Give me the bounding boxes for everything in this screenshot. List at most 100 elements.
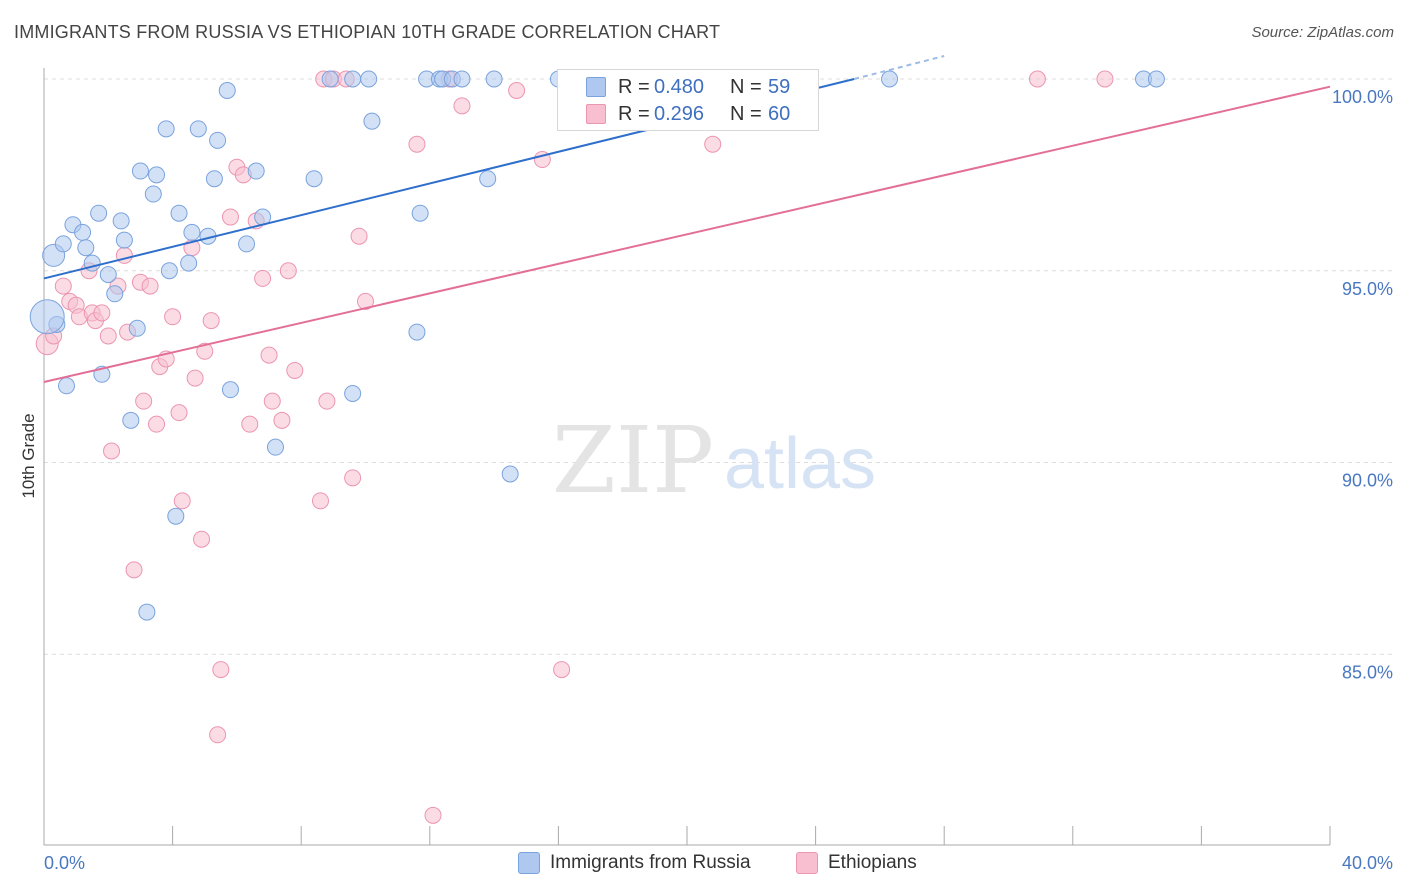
ethiopians-point [424,806,442,824]
russia-point [453,70,471,88]
ethiopians-point [241,415,259,433]
russia-point [148,166,166,184]
russia-point [54,235,72,253]
ethiopians-point [260,346,278,364]
russia-point [411,204,429,222]
russia-point [321,70,339,88]
russia-point [189,120,207,138]
russia-point [58,377,76,395]
y-axis-label: 10th Grade [19,413,38,498]
y-tick-label: 90.0% [1342,471,1393,491]
russia-point [131,162,149,180]
legend-r-label: R = [618,102,650,125]
ethiopians-point [1096,70,1114,88]
russia-point [144,185,162,203]
legend-item-ethiopians[interactable]: Ethiopians [796,852,917,874]
axes [43,68,1331,846]
russia-point [160,262,178,280]
series-legend: Immigrants from Russia Ethiopians [0,852,1406,878]
russia-point [128,319,146,337]
ethiopians-point [173,492,191,510]
russia-point [501,465,519,483]
ethiopians-point [99,327,117,345]
russia-point [344,384,362,402]
russia-point [157,120,175,138]
russia-point [205,170,223,188]
watermark-zip: ZIP [552,407,714,514]
russia-point [363,112,381,130]
ethiopians-point [350,227,368,245]
y-tick-label: 100.0% [1332,87,1393,107]
ethiopians-point [141,277,159,295]
ethiopians-point [453,97,471,115]
russia-point [360,70,378,88]
legend-label-ethiopians: Ethiopians [828,852,917,873]
watermark-atlas: atlas [724,424,876,504]
russia-point [247,162,265,180]
legend-n-label: N = [730,102,762,125]
legend-item-russia[interactable]: Immigrants from Russia [518,852,751,874]
russia-point [106,285,124,303]
ethiopians-point [93,304,111,322]
ethiopians-trendline [43,85,1331,383]
russia-point [112,212,130,230]
russia-point [266,438,284,456]
ethiopians-point [221,208,239,226]
ethiopians-point [318,392,336,410]
ethiopians-point [357,292,374,310]
stats-legend: R = 0.480 N = 59 R = 0.296 N = 60 [557,69,819,131]
ethiopians-point [311,492,329,510]
legend-swatch-russia [586,77,606,97]
russia-point [305,170,323,188]
ethiopians-point [408,135,426,153]
russia-point [74,223,92,241]
russia-point [29,299,65,335]
russia-point [167,507,185,525]
ethiopians-point [148,415,166,433]
ethiopians-point [125,561,143,579]
ethiopians-point [263,392,281,410]
grid-lines [44,78,1392,655]
ethiopians-point [212,661,230,679]
russia-trendline-extension [853,55,945,80]
russia-point [90,204,108,222]
legend-n-label: N = [730,75,762,98]
ethiopians-point [508,82,526,100]
ethiopians-point [54,277,72,295]
ethiopians-point [286,361,304,379]
russia-point [183,223,201,241]
russia-point [209,131,227,149]
ethiopians-point [704,135,722,153]
ethiopians-point [135,392,153,410]
russia-point [881,70,899,88]
ethiopians-point [254,269,272,287]
russia-point [218,82,236,100]
legend-r-label: R = [618,75,650,98]
ethiopians-point [196,342,214,360]
russia-point [485,70,503,88]
watermark: ZIP atlas [552,407,876,514]
ethiopians-point [279,262,297,280]
legend-label-russia: Immigrants from Russia [550,852,751,873]
chart-title: IMMIGRANTS FROM RUSSIA VS ETHIOPIAN 10TH… [14,22,721,42]
ethiopians-point [273,411,291,429]
legend-row-ethiopians: R = 0.296 N = 60 [558,100,818,128]
ethiopians-point [1028,70,1046,88]
chart-source: Source: ZipAtlas.com [1251,24,1394,41]
russia-point [344,70,362,88]
legend-n-value: 60 [768,102,791,125]
russia-point [77,239,95,257]
ethiopians-point [553,661,571,679]
ethiopians-point [209,726,227,744]
x-tick-label: 40.0% [1342,853,1393,873]
russia-point [138,603,156,621]
legend-r-value: 0.480 [654,75,705,98]
ethiopians-point [170,404,188,422]
tick-labels: 85.0% 90.0% 95.0% 100.0% 0.0% 40.0% [44,87,1393,873]
ethiopians-point [344,469,362,487]
legend-n-value: 59 [768,75,791,98]
russia-point [99,266,117,284]
russia-point [180,254,198,272]
russia-point [479,170,497,188]
